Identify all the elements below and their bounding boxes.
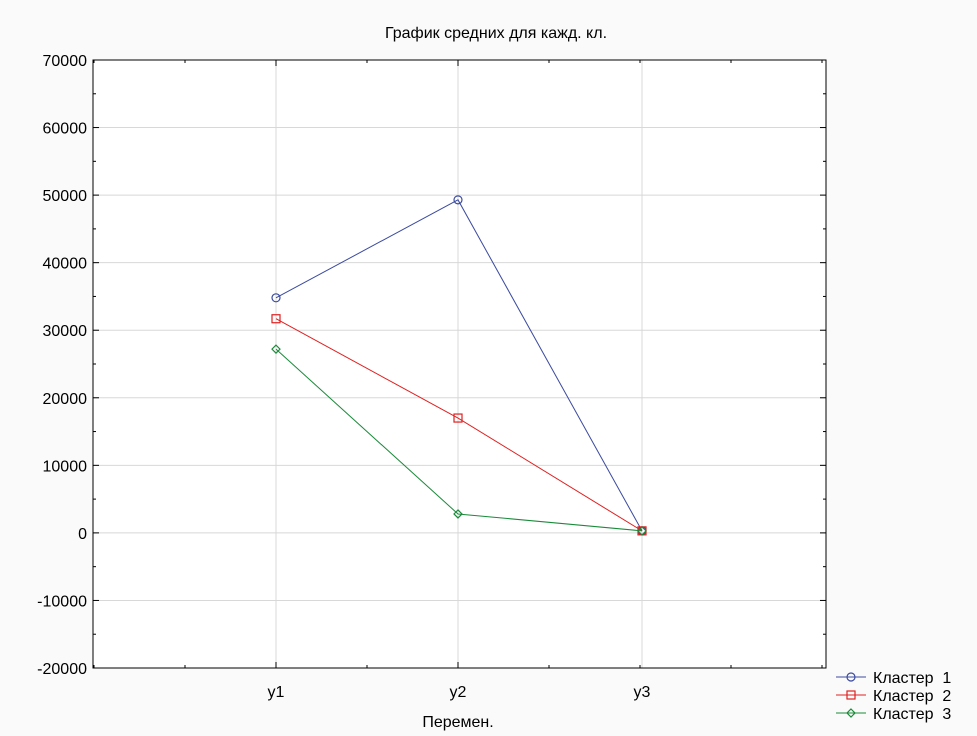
series-line-3: [275, 348, 643, 532]
legend-marker-1: [846, 672, 856, 682]
y-tick-label: 70000: [43, 53, 88, 70]
data-point-3: [637, 526, 647, 536]
legend-label-2: Кластер 2: [873, 688, 951, 705]
data-point-1: [453, 195, 463, 205]
x-tick-label: y3: [634, 684, 651, 701]
chart-title: График средних для кажд. кл.: [385, 25, 607, 42]
legend-label-3: Кластер 3: [873, 706, 951, 723]
y-tick-label: 40000: [43, 256, 88, 273]
x-axis-label: Перемен.: [422, 714, 493, 731]
y-tick-label: -10000: [37, 593, 87, 610]
plot-background: [93, 60, 826, 668]
x-tick-label: y1: [268, 684, 285, 701]
y-tick-label: 50000: [43, 188, 88, 205]
series-line-2: [275, 318, 643, 532]
y-tick-label: 20000: [43, 391, 88, 408]
data-point-3: [271, 344, 281, 354]
y-tick-label: 0: [78, 526, 87, 543]
data-point-1: [271, 293, 281, 303]
x-tick-label: y2: [450, 684, 467, 701]
legend-marker-3: [846, 708, 856, 718]
y-tick-label: -20000: [37, 661, 87, 678]
y-tick-label: 60000: [43, 121, 88, 138]
legend-label-1: Кластер 1: [873, 670, 951, 687]
y-tick-label: 30000: [43, 323, 88, 340]
plot-area: 70000 60000 50000 40000 30000 20000 10000 0 -100…: [37, 53, 827, 701]
series-line-1: [275, 199, 643, 532]
data-point-2: [453, 413, 463, 423]
legend-marker-2: [846, 690, 856, 700]
data-point-3: [453, 509, 463, 519]
data-point-2: [271, 314, 281, 324]
y-tick-label: 10000: [43, 458, 88, 475]
